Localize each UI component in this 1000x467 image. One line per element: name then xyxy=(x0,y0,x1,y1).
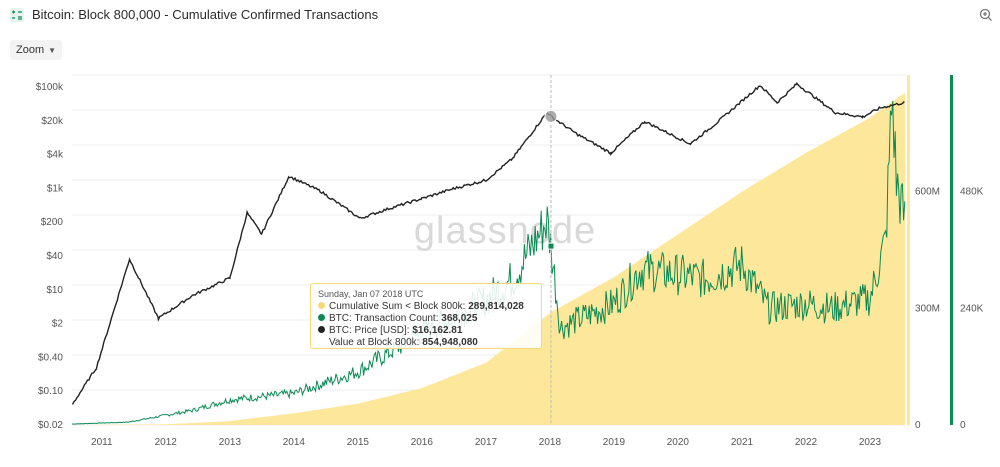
x-tick-label: 2015 xyxy=(347,437,370,448)
x-tick-label: 2021 xyxy=(731,437,754,448)
price-tick-label: $4k xyxy=(47,150,64,161)
price-tick-label: $100k xyxy=(36,82,64,93)
cumulative-axis-bar xyxy=(907,75,910,425)
x-tick-label: 2023 xyxy=(859,437,882,448)
price-tick-label: $0.10 xyxy=(38,386,63,397)
price-line xyxy=(71,81,905,405)
tx-axis-bar xyxy=(950,75,953,425)
x-tick-label: 2012 xyxy=(155,437,178,448)
zoom-label: Zoom xyxy=(16,44,45,56)
price-tick-label: $200 xyxy=(41,217,64,228)
tx-dot-icon xyxy=(318,314,325,321)
x-tick-label: 2016 xyxy=(411,437,434,448)
price-dot-icon xyxy=(318,326,325,333)
zoom-dropdown[interactable]: Zoom ▼ xyxy=(10,40,63,60)
x-tick-label: 2020 xyxy=(667,437,690,448)
x-tick-label: 2019 xyxy=(603,437,626,448)
price-marker xyxy=(544,109,558,123)
x-tick-label: 2018 xyxy=(539,437,562,448)
chart-header: Bitcoin: Block 800,000 - Cumulative Conf… xyxy=(0,0,1000,32)
x-tick-label: 2022 xyxy=(795,437,818,448)
x-tick-label: 2011 xyxy=(91,437,113,448)
x-axis: 2011 2012 2013 2014 2015 2016 2017 2018 2019 2020… xyxy=(91,437,881,448)
cumulative-area xyxy=(72,92,905,425)
chart-title: Bitcoin: Block 800,000 - Cumulative Conf… xyxy=(32,7,379,22)
cumulative-dot-icon xyxy=(318,302,325,309)
hover-markers xyxy=(544,109,558,250)
watermark: glassnode xyxy=(414,210,596,252)
x-tick-label: 2017 xyxy=(475,437,498,448)
tooltip-row-cumulative: Cumulative Sum < Block 800k: 289,814,028 xyxy=(318,301,534,313)
tx-tick-label: 480K xyxy=(960,187,984,198)
chart-app-icon xyxy=(10,8,24,22)
price-axis: $100k $20k $4k $1k $200 $40 $10 $2 $0.40 $0.10 $0.… xyxy=(36,82,64,431)
cumulative-tick-label: 600M xyxy=(915,187,940,198)
chevron-down-icon: ▼ xyxy=(48,46,57,55)
cumulative-tick-label: 300M xyxy=(915,303,940,314)
tooltip-date: Sunday, Jan 07 2018 UTC xyxy=(318,289,424,299)
cumulative-axis: 600M 300M 0 xyxy=(915,187,940,431)
price-tick-label: $10 xyxy=(46,285,63,296)
price-tick-label: $0.02 xyxy=(38,420,63,431)
x-tick-label: 2014 xyxy=(283,437,306,448)
x-tick-label: 2013 xyxy=(219,437,242,448)
price-tick-label: $20k xyxy=(41,116,64,127)
tooltip: Sunday, Jan 07 2018 UTC Cumulative Sum <… xyxy=(310,283,542,349)
tooltip-row-value: Value at Block 800k: 854,948,080 xyxy=(329,337,478,348)
tooltip-row-price: BTC: Price [USD]: $16,162.81 xyxy=(318,325,534,337)
tx-tick-label: 0 xyxy=(960,420,966,431)
price-tick-label: $40 xyxy=(46,251,63,262)
price-tick-label: $0.40 xyxy=(38,352,63,363)
tx-tick-label: 240K xyxy=(960,303,984,314)
price-tick-label: $1k xyxy=(47,183,64,194)
cumulative-tick-label: 0 xyxy=(915,420,921,431)
tooltip-row-tx: BTC: Transaction Count: 368,025 xyxy=(318,313,534,325)
zoom-in-icon[interactable] xyxy=(978,7,994,23)
price-tick-label: $2 xyxy=(52,319,64,330)
tx-marker xyxy=(547,242,555,250)
tx-axis: 480K 240K 0 xyxy=(960,187,984,431)
